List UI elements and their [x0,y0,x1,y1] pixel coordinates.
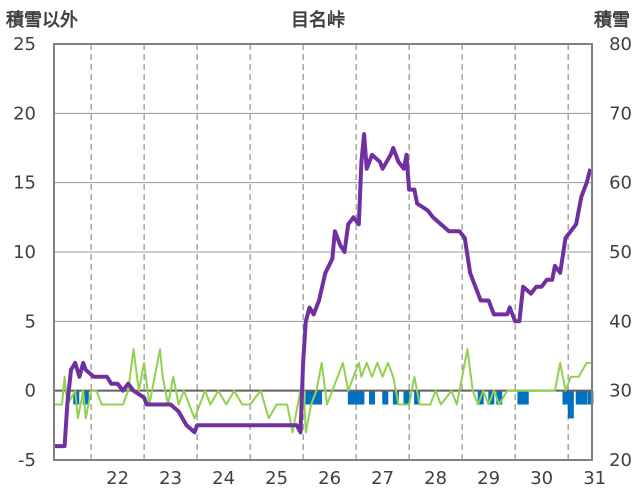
precip-bar [496,390,503,405]
left-axis-title: 積雪以外 [5,9,78,31]
precip-bar [581,390,588,405]
left-tick-label: 10 [13,242,36,263]
right-tick-label: 20 [609,450,632,471]
x-tick-labels: 22 23 24 25 26 27 28 29 30 31 [106,468,606,489]
x-tick-label: 24 [212,468,235,489]
left-tick-label: 20 [13,103,36,124]
x-tick-label: 27 [371,468,394,489]
right-tick-label: 40 [609,311,632,332]
plot-frame [53,43,593,461]
right-tick-label: 50 [609,242,632,263]
precip-bar [316,390,323,405]
right-tick-labels: 80 70 60 50 40 30 20 [609,34,632,471]
precip-bar [82,390,89,405]
x-tick-label: 22 [106,468,129,489]
precip-bar [522,390,529,405]
left-tick-label: -5 [18,450,36,471]
x-tick-label: 31 [583,468,606,489]
right-tick-label: 80 [609,34,632,55]
left-tick-label: 5 [25,311,36,332]
precip-bar [358,390,365,405]
x-tick-label: 30 [530,468,553,489]
precip-bar [414,390,421,405]
left-tick-labels: 25 20 15 10 5 0 -5 [13,34,36,471]
series-lines [54,132,593,449]
right-tick-label: 70 [609,103,632,124]
precip-bar [517,390,524,405]
x-tick-label: 29 [477,468,500,489]
x-tick-label: 23 [159,468,182,489]
grid [54,44,592,460]
x-tick-label: 26 [318,468,341,489]
precip-bar [403,390,410,405]
precip-bar [369,390,376,405]
x-tick-label: 25 [265,468,288,489]
precip-bar [567,390,574,419]
snow-depth-line [54,132,593,449]
x-tick-label: 28 [424,468,447,489]
chart-title: 目名峠 [291,9,345,31]
temperature-line [54,348,592,434]
precip-bar [562,390,569,405]
precip-bar [347,390,354,405]
right-axis-title: 積雪 [593,9,630,31]
left-tick-label: 0 [25,381,36,402]
left-tick-label: 25 [13,34,36,55]
right-tick-label: 60 [609,173,632,194]
precip-bar [392,390,399,405]
precip-bar [305,390,312,405]
precip-bar [353,390,360,405]
left-tick-label: 15 [13,173,36,194]
precip-bar [587,390,594,405]
right-tick-label: 30 [609,381,632,402]
precip-bar [382,390,389,405]
precip-bar [575,390,582,405]
